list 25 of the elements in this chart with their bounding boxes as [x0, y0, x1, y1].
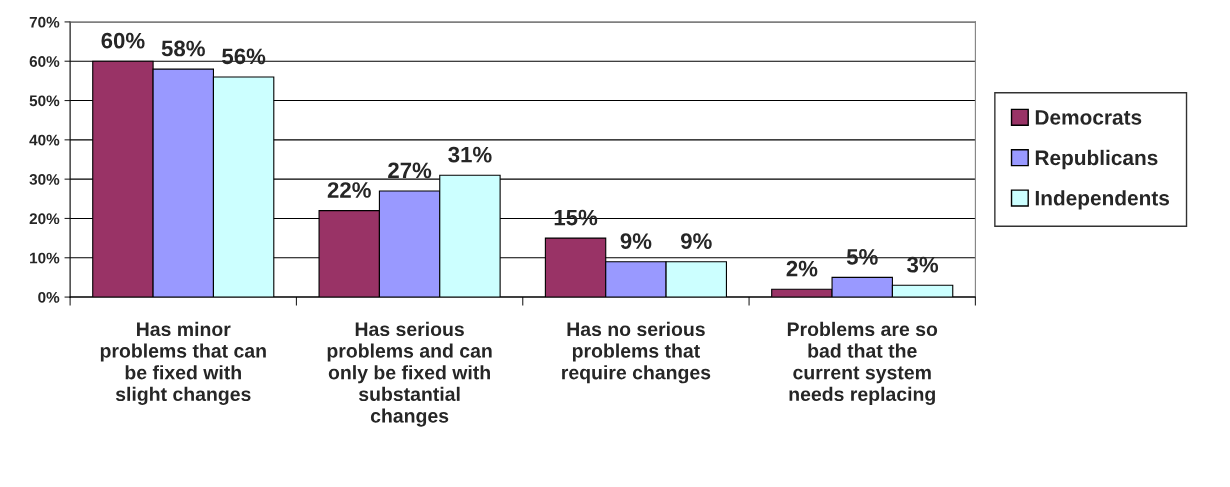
data-label: 56% — [222, 48, 266, 65]
y-tick-label: 70% — [29, 16, 60, 28]
x-tick-label: Has minor problems that can be fixed with slight changes — [100, 321, 266, 405]
legend-label: Independents — [1035, 190, 1170, 210]
y-tick-label: 20% — [29, 213, 60, 225]
legend-label: Republicans — [1035, 149, 1158, 170]
y-tick-label: 40% — [29, 134, 60, 146]
y-tick-label: 30% — [29, 174, 60, 185]
y-tick-label: 50% — [29, 95, 60, 107]
data-label: 3% — [907, 256, 939, 273]
data-label: 22% — [327, 182, 371, 198]
legend-label: Democrats — [1035, 110, 1142, 125]
data-label: 27% — [388, 162, 432, 179]
data-label: 31% — [448, 146, 492, 163]
y-tick-label: 10% — [30, 252, 60, 264]
data-label: 2% — [786, 260, 818, 277]
y-tick-label: 60% — [29, 56, 60, 67]
data-label: 9% — [680, 233, 712, 249]
x-tick-label: Has serious problems and can only be fixed with substantial changes — [327, 321, 492, 427]
data-label: 9% — [620, 233, 652, 249]
data-label: 58% — [161, 40, 205, 57]
y-tick-label: 0% — [38, 291, 60, 303]
data-label: 60% — [101, 32, 145, 49]
x-tick-label: Problems are so bad that the current system needs replacing — [787, 321, 938, 405]
x-tick-label: Has no serious problems that require changes — [562, 321, 711, 384]
